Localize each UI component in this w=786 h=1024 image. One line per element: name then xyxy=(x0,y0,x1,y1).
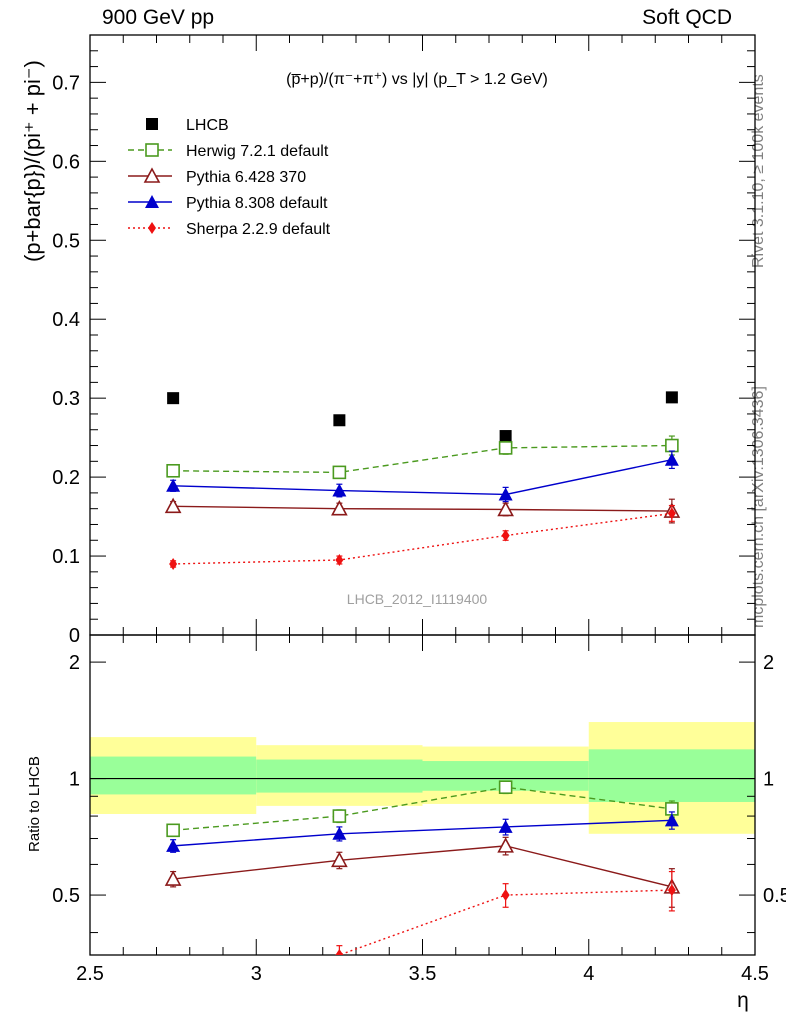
main-point-sherpa xyxy=(667,507,676,520)
main-point-herwig xyxy=(166,463,180,478)
ratio-band-inner-3 xyxy=(588,749,755,802)
ratio-xtick-label: 4.5 xyxy=(741,963,769,985)
legend-marker-herwig xyxy=(145,143,159,157)
ratio-series-group xyxy=(164,780,681,987)
legend-marker-pythia6 xyxy=(143,167,161,183)
ratio-point-sherpa xyxy=(501,889,510,902)
watermark-label: LHCB_2012_I1119400 xyxy=(347,591,488,607)
ratio-band-inner-0 xyxy=(90,756,257,795)
ratio-point-sherpa xyxy=(335,949,344,955)
main-ytick-label: 0.3 xyxy=(52,388,80,410)
main-point-pythia6 xyxy=(331,499,348,516)
legend-label-sherpa: Sherpa 2.2.9 default xyxy=(186,221,331,238)
legend-marker-sherpa xyxy=(148,222,156,234)
ratio-xtick-label: 2.5 xyxy=(76,963,104,985)
ratio-point-sherpa xyxy=(667,884,676,897)
ratio-ytick-label-left: 1 xyxy=(69,769,80,791)
ratio-point-herwig xyxy=(166,823,180,838)
main-point-data xyxy=(499,430,512,443)
main-point-sherpa xyxy=(169,557,178,570)
ratio-ytick-label-right: 1 xyxy=(763,769,774,791)
header-right: Soft QCD xyxy=(642,6,732,29)
legend-label-pythia8: Pythia 8.308 default xyxy=(186,195,328,212)
main-ytick-label: 0.1 xyxy=(52,546,80,568)
main-point-pythia8 xyxy=(664,452,679,466)
main-line-herwig xyxy=(173,444,672,474)
legend-label-herwig: Herwig 7.2.1 default xyxy=(186,143,329,160)
ratio-point-pythia6 xyxy=(164,870,182,886)
ratio-line-pythia8 xyxy=(173,819,672,847)
main-point-herwig xyxy=(498,441,513,455)
ratio-point-herwig xyxy=(498,780,513,795)
ratio-point-herwig xyxy=(332,809,347,823)
ratio-point-pythia6 xyxy=(497,837,514,853)
main-line-pythia6 xyxy=(173,505,672,512)
ratio-point-pythia8 xyxy=(498,819,513,833)
ratio-xtick-label: 3 xyxy=(251,963,262,985)
legend-marker-data xyxy=(146,118,158,130)
ratio-line-pythia6 xyxy=(173,845,673,888)
main-ytick-label: 0.7 xyxy=(52,72,80,94)
ratio-x-axis-label: η xyxy=(737,989,749,1012)
ratio-point-pythia6 xyxy=(331,851,348,868)
ratio-line-herwig xyxy=(173,786,672,832)
main-point-sherpa xyxy=(501,529,510,542)
ratio-point-pythia8 xyxy=(166,838,181,852)
ratio-ytick-label-right: 0.5 xyxy=(763,885,786,907)
ratio-ytick-label-left: 0.5 xyxy=(52,885,80,907)
main-point-herwig xyxy=(665,438,679,453)
ratio-xtick-label: 3.5 xyxy=(409,963,437,985)
ratio-line-sherpa xyxy=(334,889,672,955)
main-ytick-label: 0.5 xyxy=(52,230,80,252)
ratio-xtick-label: 4 xyxy=(583,963,594,985)
header-left: 900 GeV pp xyxy=(102,6,215,29)
main-point-pythia8 xyxy=(332,483,347,497)
main-point-herwig xyxy=(332,465,347,480)
main-point-data xyxy=(333,414,346,427)
legend-marker-pythia8 xyxy=(145,195,159,208)
ratio-ytick-label-left: 2 xyxy=(69,652,80,674)
main-point-pythia6 xyxy=(497,500,514,517)
main-point-sherpa xyxy=(335,554,344,566)
main-ytick-label: 0.4 xyxy=(52,309,80,331)
main-point-pythia8 xyxy=(498,487,513,501)
ratio-point-pythia8 xyxy=(664,813,679,827)
ratio-point-sherpa xyxy=(169,975,177,987)
ratio-band-inner-1 xyxy=(256,759,423,793)
main-line-pythia8 xyxy=(173,459,673,496)
main-point-data xyxy=(665,391,678,404)
legend-label-pythia6: Pythia 6.428 370 xyxy=(186,169,306,186)
main-point-data xyxy=(167,392,180,405)
main-title: (p̅+p)/(π⁻+π⁺) vs |y| (p_T > 1.2 GeV) xyxy=(286,71,548,88)
ratio-ytick-label-right: 2 xyxy=(763,652,774,674)
main-ytick-label: 0.6 xyxy=(52,151,80,173)
main-point-pythia6 xyxy=(164,497,182,514)
main-ytick-label: 0.2 xyxy=(52,467,80,489)
ratio-point-pythia8 xyxy=(332,826,347,840)
legend-label-data: LHCB xyxy=(186,117,229,134)
main-point-pythia8 xyxy=(166,478,181,492)
main-line-sherpa xyxy=(173,512,672,565)
main-ytick-label: 0 xyxy=(69,625,80,647)
